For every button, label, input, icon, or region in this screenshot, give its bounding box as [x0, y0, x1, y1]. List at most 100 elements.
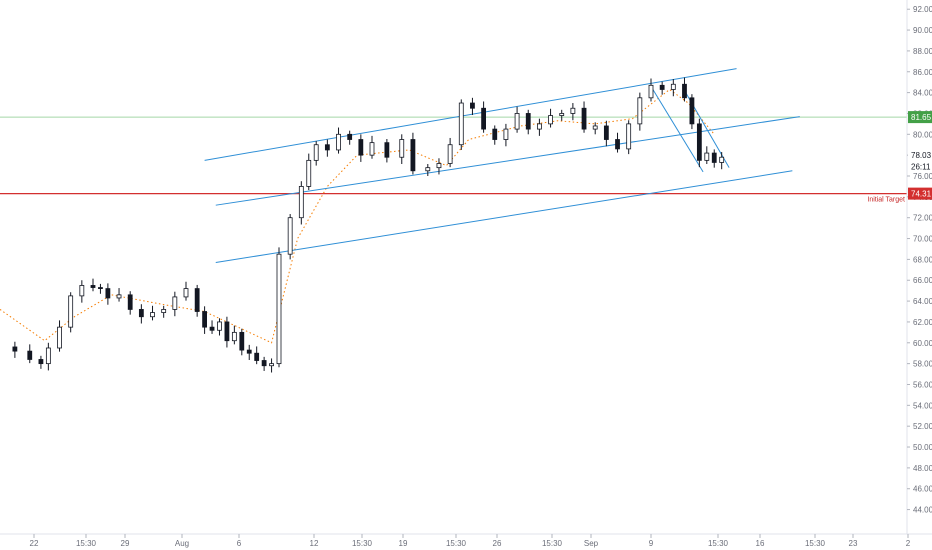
candle-body [38, 359, 44, 365]
candle-body [670, 83, 676, 90]
candle-body [704, 152, 710, 161]
candle-body [369, 142, 375, 156]
candle-body [27, 350, 33, 360]
price-tag [908, 111, 932, 124]
candle-body [559, 113, 565, 116]
candle-body [313, 144, 319, 161]
candle-body [696, 123, 702, 161]
x-tick-label: 23 [849, 539, 858, 548]
candle-body [209, 326, 215, 331]
y-tick-label: 70.00 [913, 235, 932, 244]
candle-body [150, 312, 155, 318]
candle-body [202, 311, 208, 328]
candle-body [12, 346, 18, 352]
candle-body [172, 296, 178, 310]
candle-body [648, 84, 654, 99]
candle-body [626, 123, 632, 150]
y-tick-label: 92.00 [913, 5, 932, 14]
trend-line [215, 170, 793, 264]
price-tag [908, 160, 932, 173]
y-tick-label: 52.00 [913, 422, 932, 431]
candle-body [45, 347, 51, 365]
candle-body [581, 107, 587, 130]
y-tick-label: 54.00 [913, 401, 932, 410]
x-tick-label: 16 [756, 539, 765, 548]
x-tick-label: 15:30 [352, 539, 373, 548]
candle-body [711, 152, 717, 163]
initial-target-label: Initial Target [867, 197, 905, 204]
candle-body [399, 139, 405, 158]
candle-body [537, 123, 542, 130]
candle-body [276, 253, 282, 365]
y-tick-label: 48.00 [913, 464, 932, 473]
candle-body [592, 125, 598, 130]
x-tick-label: 19 [399, 539, 408, 548]
x-tick-label: 12 [310, 539, 319, 548]
candle-body [603, 125, 609, 140]
y-tick-label: 60.00 [913, 339, 932, 348]
candle-body [436, 163, 442, 169]
price-tag-value: 74.31 [911, 190, 932, 199]
candle-body [719, 156, 725, 163]
candle-body [105, 288, 111, 299]
y-tick-label: 90.00 [913, 26, 932, 35]
y-tick-label: 68.00 [913, 255, 932, 264]
candle-body [447, 144, 453, 164]
y-tick-label: 84.00 [913, 89, 932, 98]
candle-body [138, 309, 144, 318]
x-tick-label: 15:30 [542, 539, 563, 548]
x-tick-label: 9 [649, 539, 654, 548]
x-tick-label: 15:30 [708, 539, 729, 548]
y-tick-label: 50.00 [913, 443, 932, 452]
candle-body [287, 217, 293, 255]
candle-body [57, 326, 62, 349]
candle-body [570, 107, 576, 114]
y-tick-label: 64.00 [913, 297, 932, 306]
x-tick-label: 15:30 [805, 539, 826, 548]
candle-body [492, 128, 498, 140]
candle-body [68, 295, 74, 328]
candle-body [410, 139, 416, 172]
candle-body [298, 186, 304, 219]
candle-body [336, 133, 341, 151]
candle-body [246, 349, 252, 354]
candle-body [689, 97, 695, 125]
x-tick-label: 26 [493, 539, 502, 548]
trend-line [215, 116, 800, 206]
y-tick-label: 88.00 [913, 47, 932, 56]
trend-line [650, 86, 704, 173]
y-tick-label: 80.00 [913, 130, 932, 139]
candle-body [347, 133, 353, 140]
x-axis[interactable]: 22 15:30 29 Aug 6 12 15:30 19 15:30 26 15:30 Sep 9 15… [30, 534, 911, 548]
x-tick-label: 15:30 [76, 539, 97, 548]
y-tick-label: 44.00 [913, 506, 932, 515]
trend-line [204, 68, 737, 161]
y-tick-label: 56.00 [913, 380, 932, 389]
candle-body [231, 331, 237, 342]
x-tick-label: 29 [121, 539, 130, 548]
candle-body [548, 115, 553, 125]
x-tick-label: Sep [584, 539, 599, 548]
trendlines [204, 68, 800, 264]
price-tags: 81.65 78.03 26:11 74.31 [908, 111, 932, 200]
candle-body [425, 167, 431, 172]
candle-body [217, 321, 222, 331]
candle-body [458, 102, 464, 146]
candle-body [514, 113, 520, 130]
y-tick-label: 66.00 [913, 276, 932, 285]
price-tag-value: 81.65 [911, 113, 932, 122]
candle-body [659, 84, 665, 90]
candle-body [324, 144, 330, 151]
candle-body [98, 287, 103, 289]
candle-body [161, 309, 167, 313]
candle-body [358, 139, 364, 156]
x-tick-label: 22 [30, 539, 39, 548]
x-tick-label: 15:30 [446, 539, 467, 548]
candle-body [525, 113, 531, 130]
candle-body [79, 285, 85, 297]
candle-body [384, 142, 390, 158]
candle-body [116, 294, 122, 299]
candle-body [682, 83, 687, 99]
